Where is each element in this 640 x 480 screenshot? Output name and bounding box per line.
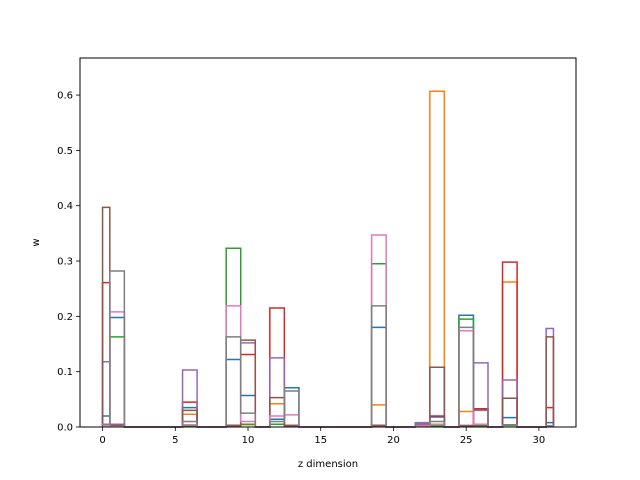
y-tick-label: 0.2	[57, 312, 73, 323]
x-tick-label: 20	[387, 435, 400, 446]
x-tick-label: 30	[533, 435, 546, 446]
y-tick-label: 0.5	[57, 146, 73, 157]
y-tick-label: 0.1	[57, 367, 73, 378]
y-tick-label: 0.3	[57, 257, 73, 268]
y-tick-label: 0.6	[57, 91, 73, 102]
x-tick-label: 15	[314, 435, 327, 446]
x-tick-label: 25	[460, 435, 473, 446]
y-tick-label: 0.0	[57, 423, 73, 434]
x-axis-ticks: 0 5 10 15 20 25 30	[99, 427, 545, 446]
x-tick-label: 0	[99, 435, 105, 446]
plot-frame	[79, 57, 577, 428]
x-tick-label: 5	[172, 435, 178, 446]
x-axis-label: z dimension	[298, 459, 358, 470]
y-axis-ticks: 0.0 0.1 0.2 0.3 0.4 0.5 0.6	[57, 91, 80, 434]
x-tick-label: 10	[242, 435, 255, 446]
y-axis-label: w	[31, 238, 42, 246]
y-tick-label: 0.4	[57, 201, 73, 212]
